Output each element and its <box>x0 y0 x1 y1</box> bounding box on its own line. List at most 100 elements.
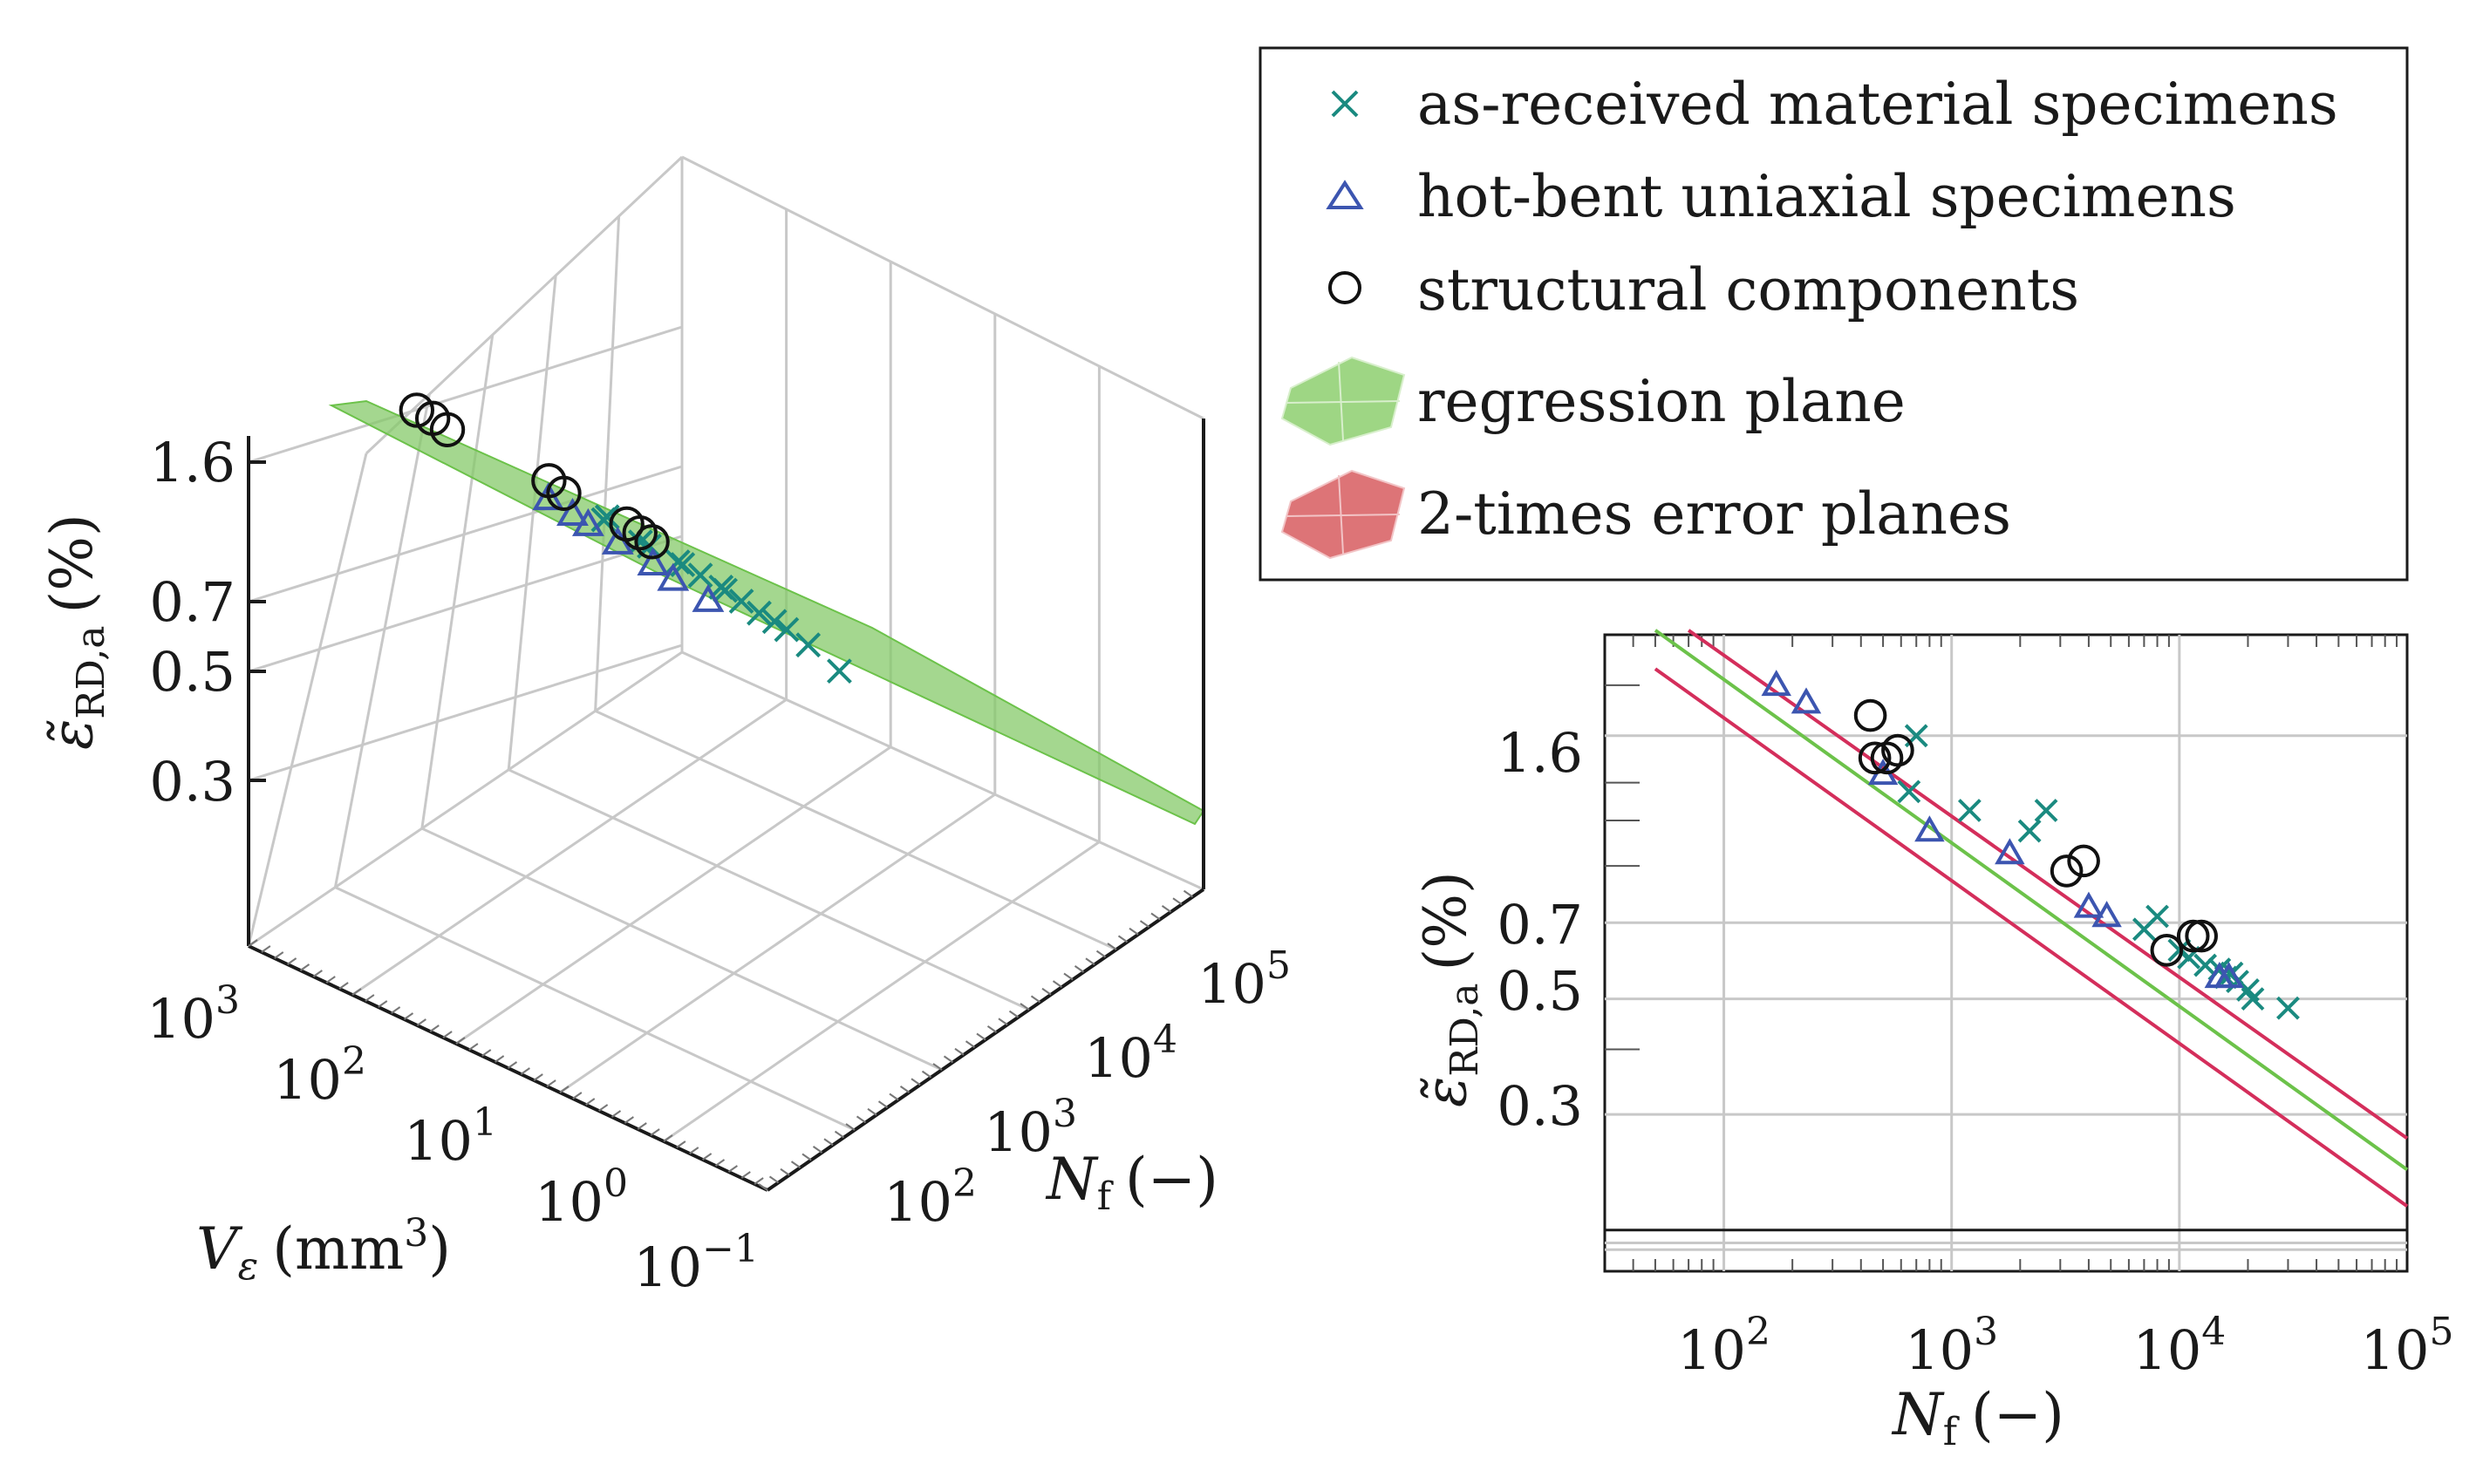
right-line-2-times-error-plane-upper <box>1687 629 2409 1140</box>
right-point-x <box>2276 996 2300 1020</box>
legend-item-structural: structural components <box>1328 256 2079 323</box>
legend-label-structural: structural components <box>1417 256 2079 323</box>
right-xlabel: Nf (−) <box>1891 1381 2064 1454</box>
left-xlabel: Nf (−) <box>1045 1146 1218 1219</box>
left-ytick-0.3: 0.3 <box>149 750 235 813</box>
right-ylabel-unit: (%) <box>1412 871 1479 970</box>
right-point-circle <box>1881 733 1914 767</box>
right-point-triangle <box>1995 838 2025 865</box>
right-point-circle <box>1853 698 1887 732</box>
legend-label-asreceived: as-received material specimens <box>1417 71 2338 138</box>
right-point-x <box>1897 779 1921 804</box>
right-point-circle <box>1870 741 1904 775</box>
legend: as-received material specimens hot-bent … <box>1259 46 2409 582</box>
right-line-regression-plane <box>1654 629 2409 1172</box>
legend-label-regression: regression plane <box>1417 368 1906 435</box>
legend-item-error: 2-times error planes <box>1280 469 2011 560</box>
right-xtick-labels: 102 103 104 105 <box>1677 1310 2453 1382</box>
left-point-x <box>728 589 754 614</box>
right-ylabel-sub: RD,a <box>1443 984 1487 1077</box>
right-xtick-label: 104 <box>2132 1310 2226 1382</box>
left-front-axes <box>247 419 1205 1192</box>
right-xlabel-unit: (−) <box>1971 1381 2064 1448</box>
right-ytick-0.5: 0.5 <box>1497 959 1583 1023</box>
right-xtick-label: 105 <box>2361 1310 2454 1382</box>
right-line-2-times-error-plane-lower <box>1654 667 2409 1208</box>
left-data-points <box>399 392 852 684</box>
left-ztick-label: 101 <box>404 1100 497 1173</box>
right-point-circle <box>2050 854 2084 888</box>
right-point-circle <box>2176 919 2210 953</box>
right-data-points <box>1761 670 2300 1020</box>
left-point-triangle <box>571 507 604 536</box>
left-3d-chart: 1.6 0.7 0.5 0.3 ε̃RD,a(%) 10310210110010… <box>38 155 1291 1299</box>
left-ylabel-symbol: ε̃ <box>38 719 106 750</box>
right-plot-frame <box>1603 633 2409 1273</box>
legend-label-error: 2-times error planes <box>1417 480 2011 548</box>
right-ytick-1.6: 1.6 <box>1497 721 1583 785</box>
left-zlabel-sub: ε <box>238 1244 259 1289</box>
left-point-circle <box>622 514 658 551</box>
left-xtick-label: 103 <box>984 1092 1077 1164</box>
left-xlabel-symbol: N <box>1045 1146 1099 1213</box>
right-point-x <box>2017 819 2042 843</box>
right-point-triangle <box>1914 815 1945 842</box>
legend-marker-circle <box>1328 271 1361 304</box>
right-xtick-label: 102 <box>1677 1310 1770 1382</box>
left-point-x <box>713 577 738 603</box>
left-point-x <box>774 616 800 643</box>
right-ytick-0.3: 0.3 <box>1497 1074 1583 1138</box>
left-ztick-label: 102 <box>273 1039 366 1112</box>
left-xtick-label: 105 <box>1197 943 1291 1016</box>
left-point-triangle <box>556 498 589 527</box>
left-zlabel-sup: 3 <box>404 1211 428 1256</box>
right-ylabel: ε̃RD,a (%) <box>1412 871 1487 1107</box>
left-xtick-label: 102 <box>883 1161 977 1234</box>
right-point-x <box>2193 953 2218 977</box>
right-point-circle <box>2067 844 2100 878</box>
right-point-x <box>2132 917 2156 942</box>
left-point-x <box>795 632 822 658</box>
left-ztick-label: 103 <box>147 978 240 1051</box>
left-ylabel-sub: RD,a <box>69 626 113 719</box>
svg-text:ε̃RD,a(%): ε̃RD,a (%) <box>1412 871 1487 1107</box>
legend-item-hotbent: hot-bent uniaxial specimens <box>1326 163 2236 230</box>
left-ytick-1.6: 1.6 <box>149 431 235 494</box>
left-ztick-label: 100 <box>535 1161 628 1234</box>
legend-item-regression: regression plane <box>1280 356 1906 446</box>
left-point-triangle <box>657 562 690 591</box>
left-point-triangle <box>637 547 670 575</box>
right-point-x <box>2034 799 2058 822</box>
legend-item-asreceived: as-received material specimens <box>1331 71 2338 138</box>
left-point-circle <box>546 475 582 511</box>
left-zlabel-symbol: V <box>196 1215 243 1283</box>
left-point-x <box>687 562 713 589</box>
right-point-x <box>1957 799 1982 822</box>
legend-box <box>1259 46 2409 582</box>
right-fit-lines <box>1654 629 2409 1208</box>
right-point-triangle <box>2091 901 2122 928</box>
left-point-circle <box>429 412 466 447</box>
right-ytick-0.7: 0.7 <box>1497 893 1583 956</box>
right-ylabel-symbol: ε̃ <box>1412 1077 1479 1107</box>
right-point-triangle <box>2214 962 2244 989</box>
left-point-triangle <box>692 583 725 612</box>
3d-box-frame <box>247 155 1205 1143</box>
legend-marker-triangle <box>1326 180 1364 209</box>
right-xtick-label: 103 <box>1905 1310 1998 1382</box>
right-point-circle <box>2185 919 2218 953</box>
legend-marker-x <box>1331 90 1359 118</box>
left-ztick-label: 10−1 <box>633 1227 759 1299</box>
right-point-triangle <box>1791 687 1822 714</box>
left-point-circle <box>634 524 670 560</box>
left-point-x <box>761 609 788 635</box>
left-xtick-label: 104 <box>1084 1018 1177 1090</box>
right-point-triangle <box>2073 891 2104 918</box>
right-point-circle <box>2150 933 2184 967</box>
right-point-x <box>2241 987 2265 1011</box>
left-point-x <box>747 600 772 626</box>
left-point-circle <box>399 392 435 428</box>
